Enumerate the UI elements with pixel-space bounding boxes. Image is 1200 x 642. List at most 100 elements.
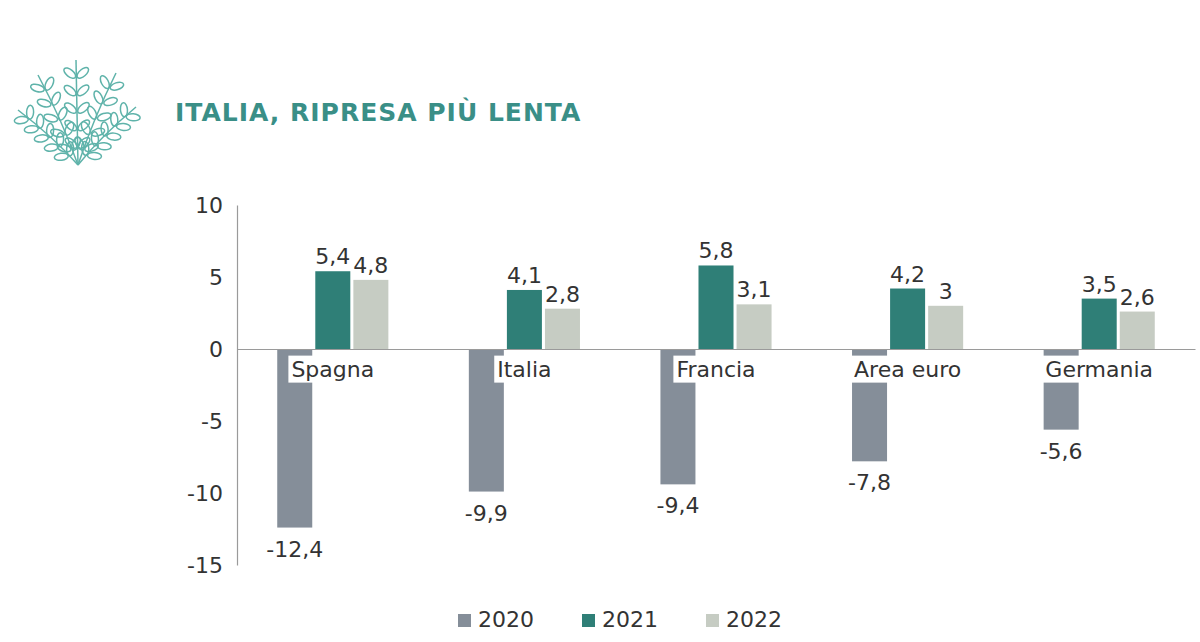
leaf [43, 113, 58, 124]
x-tick-label: Spagna [291, 357, 374, 382]
x-tick: Spagna [288, 349, 377, 383]
y-tick: -15 [187, 553, 237, 578]
leaf [62, 66, 77, 80]
data-label: 4,8 [353, 253, 388, 278]
x-tick-label: Italia [497, 357, 551, 382]
label-patch [288, 356, 377, 383]
label-patch [1042, 356, 1156, 383]
y-tick-label: 5 [209, 265, 223, 290]
y-tick: -10 [187, 481, 237, 506]
y-tick: -5 [201, 409, 237, 434]
label-patch [673, 356, 758, 383]
leaf [92, 90, 105, 106]
bars [277, 265, 1155, 527]
leaf [24, 125, 39, 134]
data-label: 2,6 [1120, 285, 1155, 310]
legend-label: 2022 [726, 607, 782, 632]
x-axis-line [238, 349, 1196, 350]
leaf [79, 120, 92, 136]
data-label: 5,8 [699, 238, 734, 263]
leaf [96, 111, 111, 122]
x-tick: Area euro [851, 349, 964, 383]
data-label: 2,8 [545, 282, 580, 307]
bar [890, 289, 925, 349]
leaf [34, 134, 49, 143]
legend-swatch [458, 614, 471, 627]
y-tick-label: 10 [195, 193, 223, 218]
data-label: -12,4 [266, 537, 323, 562]
leaf [86, 105, 99, 121]
data-label: -9,9 [465, 501, 508, 526]
x-axis: Spagna Italia Francia Area euro Germania [238, 349, 1196, 383]
leaf [56, 106, 68, 122]
leaf [107, 133, 122, 141]
legend-label: 2020 [478, 607, 534, 632]
leaf [109, 81, 124, 92]
legend: 2020 2021 2022 [458, 607, 782, 632]
leaf-icon [14, 60, 141, 165]
bar [737, 304, 772, 349]
data-label: -5,6 [1040, 439, 1083, 464]
legend-item: 2022 [706, 607, 782, 632]
leaf [66, 142, 74, 156]
title: ITALIA, RIPRESA PIÙ LENTA [175, 97, 581, 127]
x-tick-label: Area euro [854, 357, 961, 382]
y-tick: 0 [209, 337, 237, 362]
leaf [54, 152, 69, 161]
leaf [87, 152, 102, 160]
x-tick: Italia [494, 349, 554, 383]
bar [315, 271, 350, 349]
bar [353, 280, 388, 349]
chart: ITALIA, RIPRESA PIÙ LENTA -15 -10 -5 0 5 10 Spa… [0, 0, 1200, 642]
data-label: 3,1 [737, 277, 772, 302]
y-axis-line [237, 206, 238, 566]
leaf [36, 98, 51, 109]
bar [1082, 299, 1117, 349]
y-tick-label: 0 [209, 337, 223, 362]
y-tick-label: -10 [187, 481, 223, 506]
x-tick-label: Germania [1045, 357, 1153, 382]
x-tick: Germania [1042, 349, 1156, 383]
legend-swatch [582, 614, 595, 627]
leaf [14, 116, 29, 125]
y-tick-label: -5 [201, 409, 223, 434]
leaf [97, 142, 112, 150]
data-label: -7,8 [848, 470, 891, 495]
leaf [46, 123, 54, 137]
bar [698, 265, 733, 349]
leaf [63, 121, 75, 137]
x-tick-label: Francia [676, 357, 755, 382]
y-axis: -15 -10 -5 0 5 10 [187, 193, 237, 578]
leaf [62, 83, 77, 97]
legend-item: 2021 [582, 607, 658, 632]
leaf [44, 143, 59, 152]
data-label: 4,1 [507, 263, 542, 288]
legend-label: 2021 [602, 607, 658, 632]
label-patch [851, 356, 964, 383]
leaf [73, 136, 86, 152]
x-tick: Francia [673, 349, 758, 383]
leaf [30, 83, 45, 94]
leaf [126, 113, 141, 121]
bar [545, 309, 580, 349]
leaf [98, 74, 111, 90]
leaf [103, 96, 118, 107]
leaf [63, 101, 78, 115]
leaf [50, 91, 62, 107]
y-tick-label: -15 [187, 553, 223, 578]
data-label: -9,4 [656, 493, 699, 518]
leaf [75, 66, 90, 80]
legend-item: 2020 [458, 607, 534, 632]
bar [1120, 312, 1155, 349]
data-label: 3,5 [1082, 272, 1117, 297]
legend-swatch [706, 614, 719, 627]
data-label: 3 [939, 279, 953, 304]
leaf [76, 83, 91, 97]
data-label: 4,2 [890, 262, 925, 287]
data-labels: -12,4 -9,9 -9,4 -7,8 -5,6 5,4 4,1 5,8 4,2 3,5 4,8 2… [266, 238, 1154, 561]
y-tick: 10 [195, 193, 237, 218]
data-label: 5,4 [315, 244, 350, 269]
leaf [26, 105, 34, 119]
leaf [43, 76, 55, 92]
bar [928, 306, 963, 349]
